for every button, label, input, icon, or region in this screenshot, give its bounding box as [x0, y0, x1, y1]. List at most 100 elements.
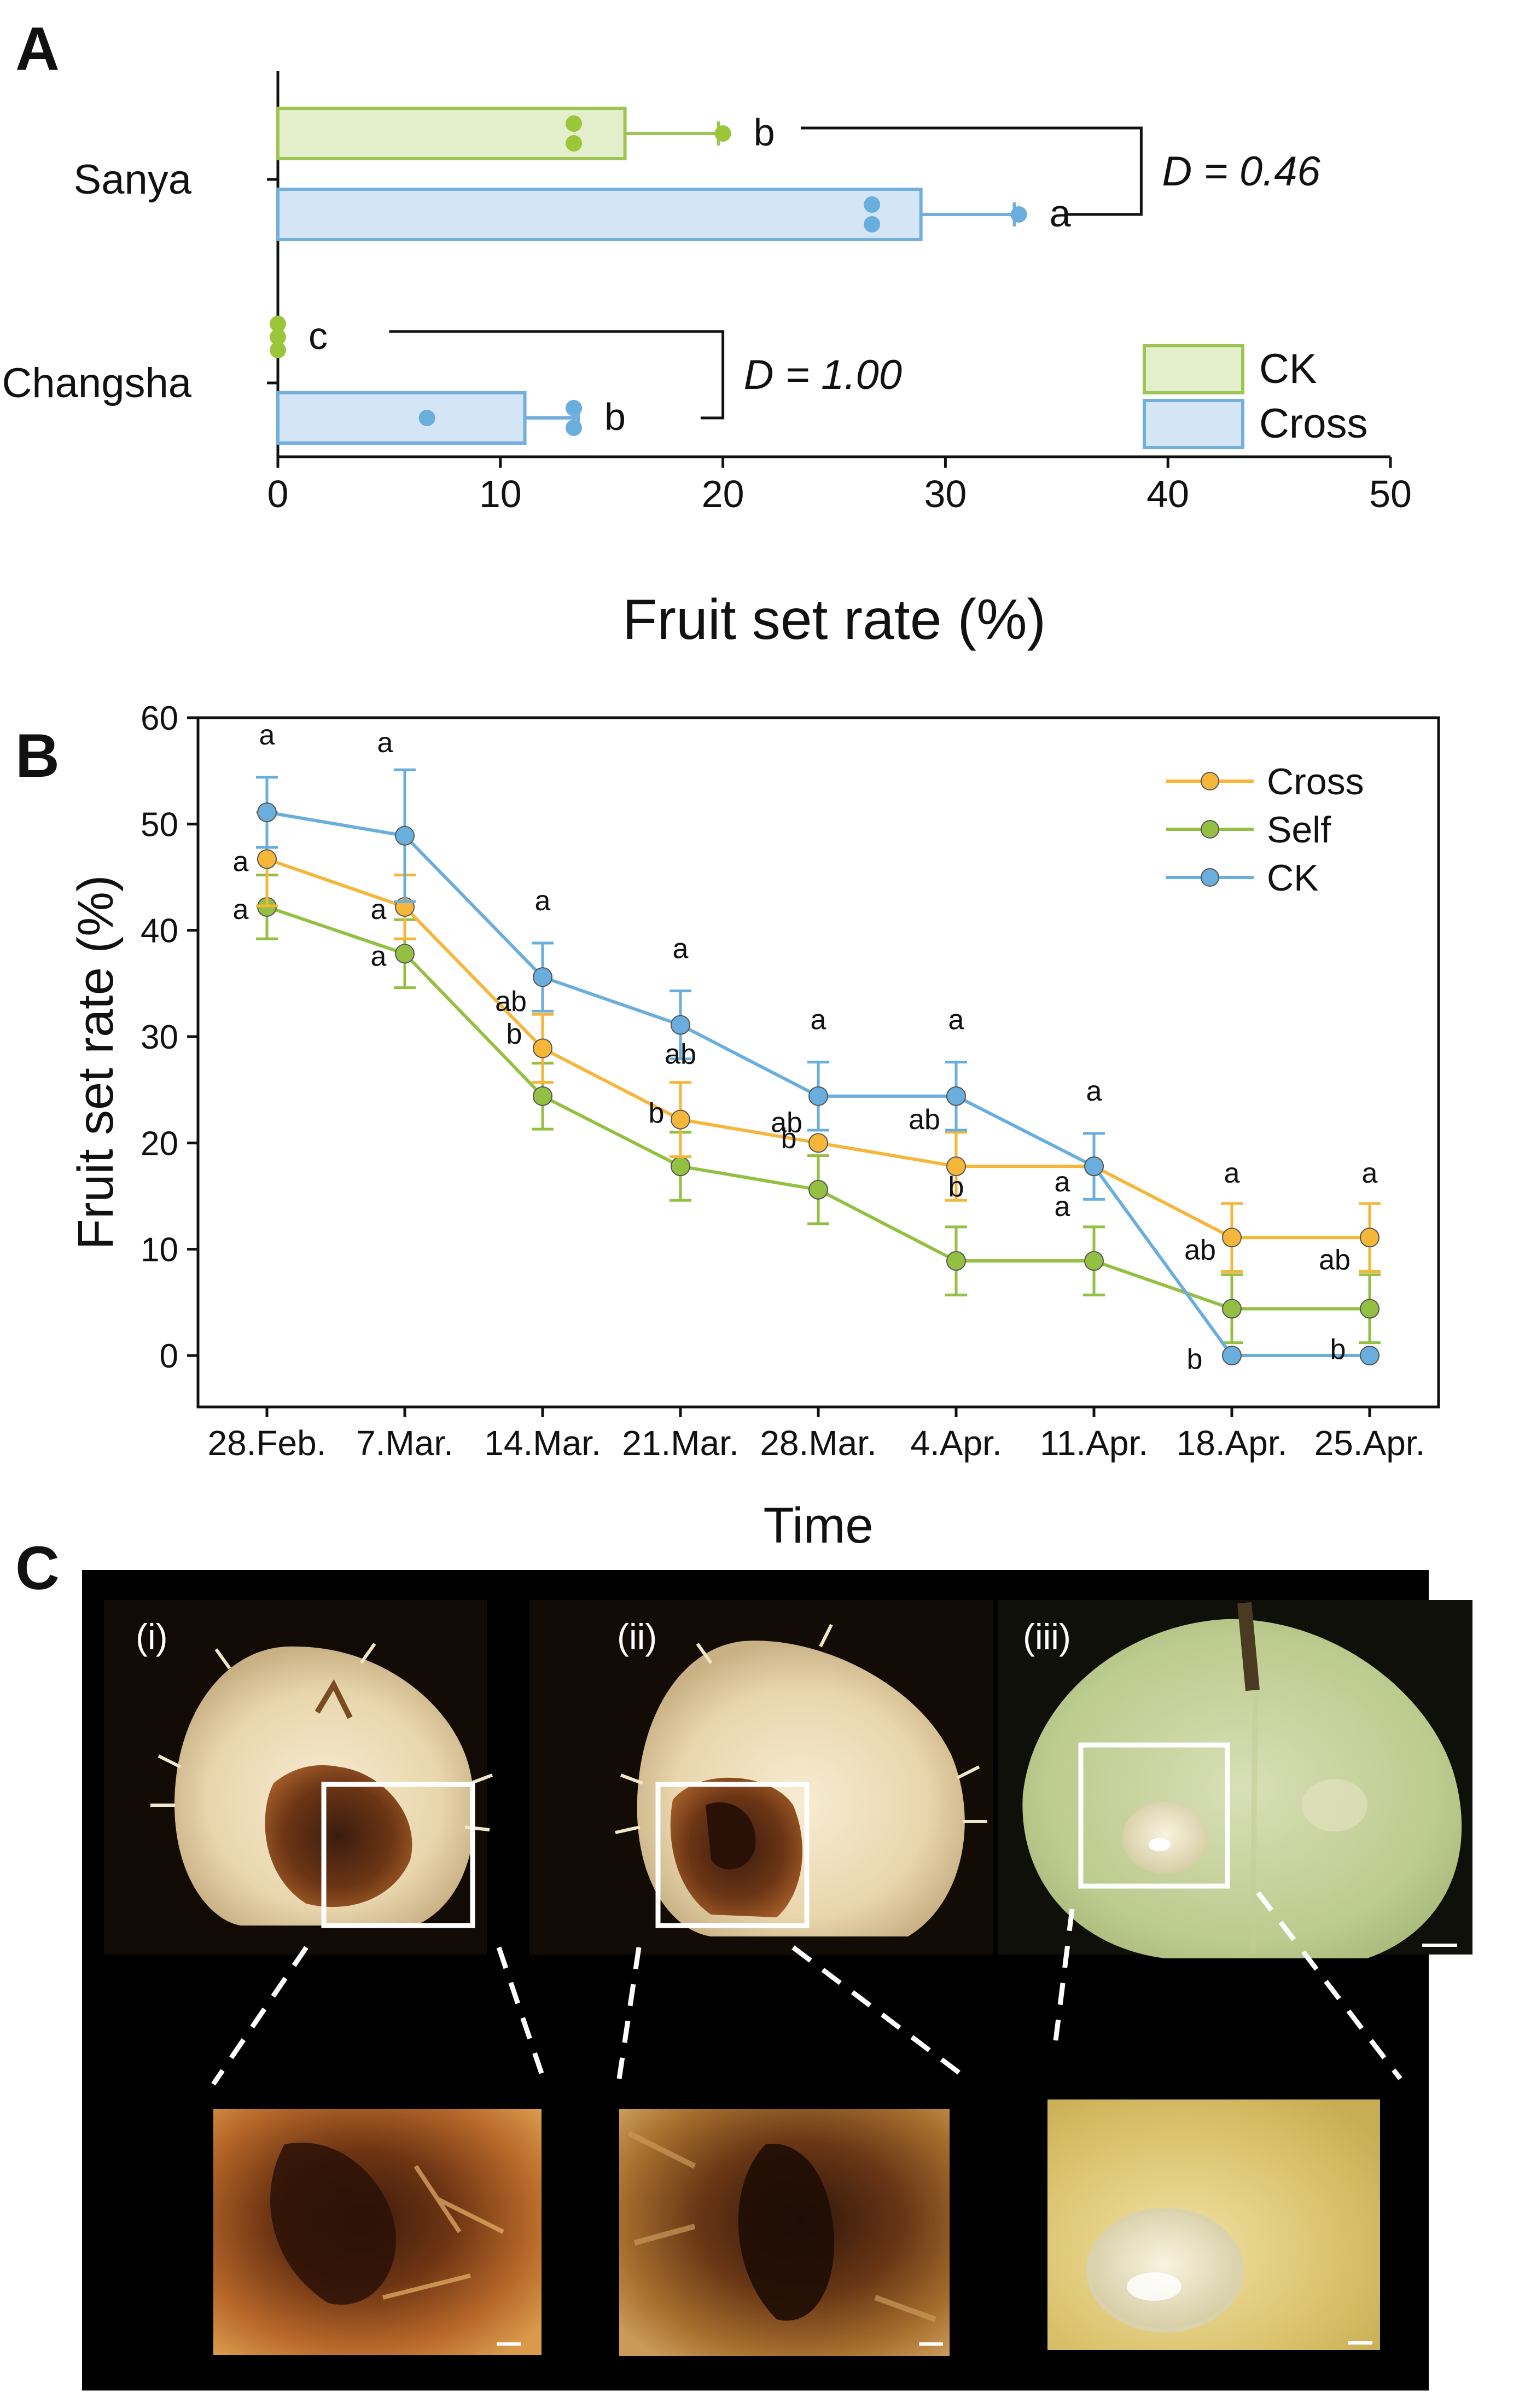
- b-significance-letter: a: [1055, 1191, 1070, 1223]
- photo-label-i: (i): [136, 1616, 168, 1657]
- a-data-point: [1010, 206, 1027, 223]
- b-legend-label: Cross: [1267, 761, 1364, 802]
- a-category-label: Sanya: [74, 156, 192, 203]
- panel-a-bars: [276, 107, 1016, 445]
- scale-bar-ii: [919, 2342, 943, 2346]
- scale-bar-iii: [1348, 2341, 1372, 2345]
- a-significance-letter: c: [309, 315, 328, 357]
- fruit-iii: [1022, 1619, 1462, 1958]
- b-data-point: [671, 1156, 690, 1177]
- b-data-point: [946, 1086, 966, 1106]
- a-legend-label: Cross: [1259, 400, 1367, 447]
- b-significance-letter: a: [259, 719, 275, 751]
- b-significance-letter: a: [233, 846, 249, 877]
- b-x-tick-label: 28.Feb.: [207, 1423, 326, 1463]
- b-significance-letter: a: [377, 727, 393, 759]
- b-series-ck: [256, 768, 1380, 1365]
- panel-letter-b: B: [15, 722, 60, 790]
- a-data-point: [566, 400, 583, 416]
- b-data-point: [257, 849, 277, 869]
- a-significance-letter: b: [604, 395, 626, 438]
- b-data-point: [1360, 1228, 1380, 1248]
- b-y-tick-label: 0: [160, 1337, 178, 1375]
- b-significance-letter: a: [535, 885, 551, 917]
- b-significance-letter: ab: [1184, 1234, 1216, 1266]
- photo-ii: (ii): [529, 1600, 993, 2356]
- b-x-tick-label: 4.Apr.: [910, 1423, 1002, 1463]
- b-x-tick-label: 14.Mar.: [484, 1423, 601, 1463]
- b-x-tick-label: 21.Mar.: [622, 1423, 738, 1463]
- a-data-point: [566, 135, 583, 152]
- b-y-tick-label: 50: [141, 806, 178, 844]
- photo-label-ii: (ii): [617, 1616, 657, 1657]
- b-significance-letter: b: [507, 1019, 522, 1050]
- b-significance-letter: a: [811, 1004, 826, 1036]
- a-x-tick-label: 50: [1369, 473, 1412, 515]
- a-data-point: [566, 115, 583, 132]
- b-y-axis-title: Fruit set rate (%): [68, 875, 124, 1249]
- b-significance-letter: a: [948, 1004, 964, 1036]
- b-data-point: [533, 1038, 552, 1058]
- b-data-point: [1360, 1299, 1380, 1319]
- a-legend-swatch-ck: [1143, 344, 1244, 394]
- a-comparison-bracket: [800, 126, 1143, 216]
- a-data-point: [270, 316, 286, 332]
- a-legend-swatch-cross: [1143, 399, 1244, 449]
- b-x-tick-label: 28.Mar.: [760, 1423, 876, 1463]
- b-data-point: [257, 802, 277, 822]
- a-data-point: [864, 216, 881, 232]
- b-significance-letter: ab: [909, 1104, 940, 1136]
- b-legend-label: CK: [1267, 857, 1318, 899]
- a-x-tick-label: 20: [702, 473, 744, 515]
- b-y-tick-label: 10: [141, 1231, 178, 1269]
- a-x-tick-label: 30: [924, 473, 967, 515]
- a-bar-cross: [276, 188, 923, 241]
- a-comparison-bracket: [389, 330, 725, 420]
- b-y-tick-label: 30: [141, 1019, 178, 1056]
- b-significance-letter: a: [1055, 1166, 1070, 1198]
- b-legend-label: Self: [1267, 809, 1331, 851]
- a-significance-letter: a: [1050, 192, 1071, 235]
- a-data-point: [270, 342, 286, 358]
- photo-i: (i): [104, 1600, 544, 2355]
- b-data-point: [1084, 1156, 1104, 1177]
- a-bar-ck: [276, 107, 627, 160]
- b-x-tick-label: 11.Apr.: [1040, 1423, 1148, 1463]
- b-legend-marker-ck: [1201, 868, 1219, 887]
- a-x-tick-label: 10: [479, 473, 522, 515]
- b-significance-letter: a: [1224, 1158, 1240, 1189]
- b-data-point: [1360, 1346, 1380, 1365]
- a-data-point: [566, 420, 583, 436]
- a-x-axis-title: Fruit set rate (%): [622, 588, 1046, 652]
- panel-b-axes: 0 10 20 30 40 50 60 28.Feb. 7.Mar. 14.Mar. 21.Mar.…: [68, 700, 1440, 1554]
- a-x-tick-label: 0: [267, 473, 289, 515]
- b-data-point: [395, 825, 415, 846]
- b-data-point: [808, 1086, 828, 1106]
- b-significance-letter: ab: [495, 986, 527, 1017]
- inset-box-iii: [1078, 1742, 1230, 1889]
- a-data-point: [418, 410, 435, 426]
- a-significance-letter: b: [754, 111, 775, 154]
- panel-a-annotations: b c a b D = 0.46 D = 1.00: [309, 111, 1321, 438]
- b-y-tick-label: 60: [141, 700, 178, 737]
- b-data-point: [533, 1086, 552, 1106]
- b-significance-letter: a: [371, 940, 387, 972]
- photo-label-iii: (iii): [1023, 1616, 1071, 1657]
- b-significance-letter: a: [233, 894, 249, 926]
- b-data-point: [1222, 1228, 1242, 1248]
- b-significance-letter: a: [673, 933, 689, 964]
- a-comparison-label: D = 1.00: [744, 352, 902, 398]
- a-x-tick-label: 40: [1146, 473, 1189, 515]
- b-significance-letter: b: [1187, 1343, 1203, 1375]
- a-comparison-label: D = 0.46: [1162, 148, 1320, 195]
- b-data-point: [1084, 1251, 1104, 1271]
- a-data-point: [714, 125, 731, 142]
- b-data-point: [671, 1109, 690, 1130]
- a-data-point: [270, 329, 286, 345]
- b-significance-letter: b: [948, 1171, 964, 1203]
- scale-bar-i: [497, 2342, 521, 2346]
- b-significance-letter: b: [649, 1097, 665, 1129]
- panel-b: B 0 10 20 30 40 50 60 28.Feb. 7.Mar. 14.Mar. 21.Ma…: [15, 700, 1440, 1554]
